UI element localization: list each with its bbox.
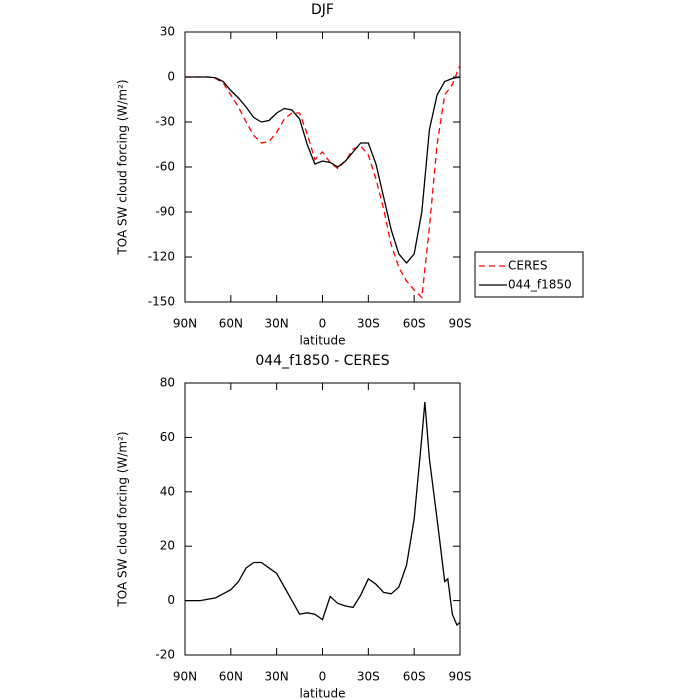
- y-tick-label: 20: [160, 539, 175, 553]
- y-tick-label: -120: [148, 250, 175, 264]
- y-tick-label: 0: [167, 593, 175, 607]
- x-tick-label: 30N: [265, 670, 289, 684]
- y-axis-label: TOA SW cloud forcing (W/m²): [116, 79, 130, 255]
- y-tick-label: -30: [155, 115, 175, 129]
- x-axis-label: latitude: [299, 334, 345, 348]
- y-tick-label: -90: [155, 205, 175, 219]
- x-tick-label: 0: [319, 317, 327, 331]
- y-tick-label: 0: [167, 70, 175, 84]
- y-tick-label: -150: [148, 295, 175, 309]
- x-tick-label: 90N: [173, 317, 197, 331]
- legend-label: CERES: [508, 259, 548, 273]
- y-tick-label: 60: [160, 430, 175, 444]
- chart-title: DJF: [311, 2, 334, 18]
- y-tick-label: 80: [160, 376, 175, 390]
- x-tick-label: 60S: [403, 670, 426, 684]
- x-axis-label: latitude: [299, 687, 345, 700]
- chart-title: 044_f1850 - CERES: [255, 353, 389, 369]
- x-tick-label: 60N: [219, 317, 243, 331]
- data-line: [185, 76, 461, 265]
- x-tick-label: 90S: [449, 317, 472, 331]
- x-tick-label: 60N: [219, 670, 243, 684]
- x-tick-label: 90N: [173, 670, 197, 684]
- y-tick-label: -60: [155, 160, 175, 174]
- y-tick-label: 40: [160, 484, 175, 498]
- data-line: [185, 401, 461, 627]
- x-tick-label: 30N: [265, 317, 289, 331]
- x-tick-label: 90S: [449, 670, 472, 684]
- y-tick-label: -20: [155, 648, 175, 662]
- plot-frame: [184, 31, 461, 303]
- x-tick-label: 30S: [357, 317, 380, 331]
- x-tick-label: 60S: [403, 317, 426, 331]
- x-tick-label: 0: [319, 670, 327, 684]
- y-axis-label: TOA SW cloud forcing (W/m²): [116, 431, 130, 607]
- y-tick-label: 30: [160, 25, 175, 39]
- legend-label: 044_f1850: [508, 278, 572, 292]
- data-line: [185, 64, 461, 299]
- plot-frame: [184, 382, 461, 656]
- x-tick-label: 30S: [357, 670, 380, 684]
- legend-box: [474, 251, 584, 298]
